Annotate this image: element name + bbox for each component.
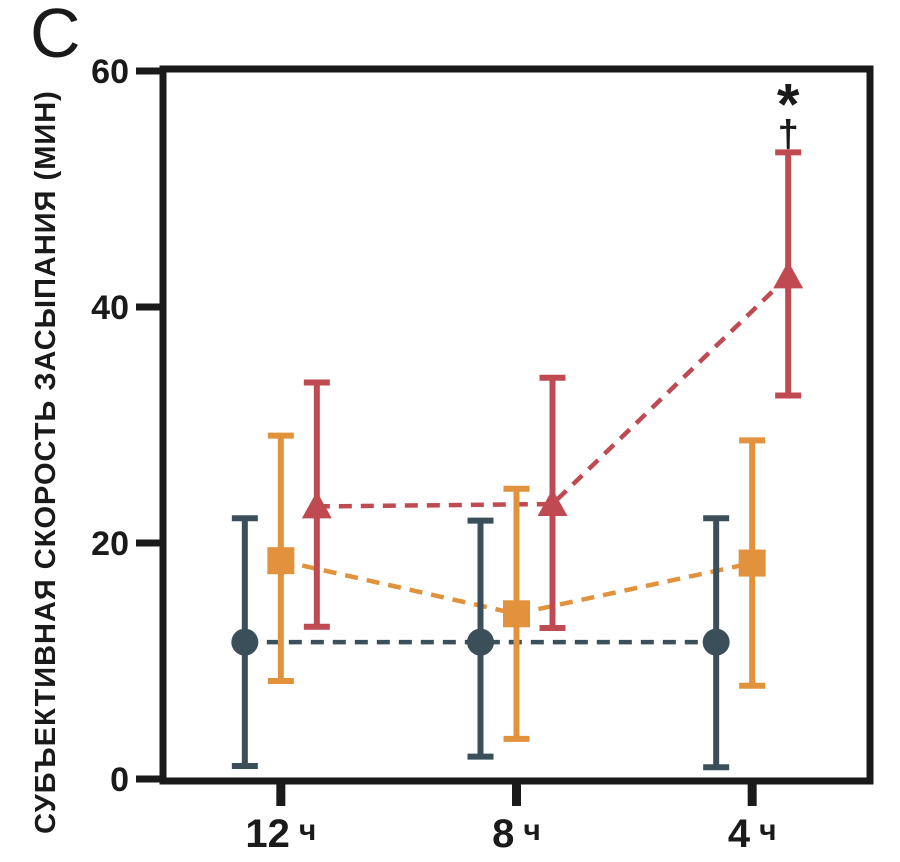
circle-marker [467, 628, 494, 656]
triangle-marker [301, 491, 332, 519]
circle-marker [702, 628, 730, 656]
panel-label: C [30, 0, 81, 72]
square-marker [267, 547, 295, 575]
square-series-line [280, 558, 753, 617]
triangle-series-error-bars [303, 149, 802, 631]
circle-marker [231, 628, 259, 656]
square-marker [503, 600, 530, 628]
triangle-series-line [316, 274, 790, 509]
circle-series-markers [231, 628, 730, 656]
y-tick-label: 60 [91, 53, 129, 91]
square-series-markers [267, 547, 766, 628]
significance-dagger: † [778, 113, 799, 155]
y-tick-label: 20 [91, 525, 129, 563]
triangle-series-markers [301, 261, 804, 519]
x-tick-label: 12 ч [245, 812, 316, 856]
square-series-error-bars [267, 432, 766, 742]
significance-asterisk: * [777, 72, 800, 137]
square-marker [738, 549, 766, 577]
y-tick-label: 40 [91, 289, 129, 327]
triangle-marker [773, 261, 804, 289]
plot-frame [159, 65, 874, 785]
y-axis-label: СУБЪЕКТИВНАЯ СКОРОСТЬ ЗАСЫПАНИЯ (МИН) [30, 90, 62, 834]
y-tick-label: 0 [110, 761, 129, 799]
triangle-marker [537, 489, 568, 517]
